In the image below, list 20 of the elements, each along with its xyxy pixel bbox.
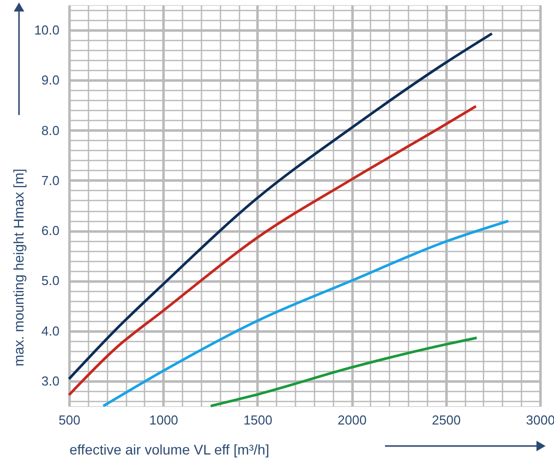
x-tick-label: 1000: [149, 412, 178, 428]
x-tick-label: 3000: [526, 412, 554, 428]
y-tick-label: 4.0: [41, 323, 60, 338]
line-series: [68, 104, 478, 396]
x-tick-label: 1500: [243, 412, 272, 428]
y-tick-label: 10.0: [34, 22, 60, 38]
x-tick-label: 2000: [338, 412, 367, 428]
y-tick-label: 8.0: [41, 122, 60, 138]
y-tick-label: 3.0: [41, 373, 60, 388]
x-tick-label: 500: [58, 412, 80, 428]
x-axis-title: effective air volume VL eff [m³/h]: [70, 442, 270, 458]
y-axis-title: max. mounting height Hmax [m]: [10, 168, 26, 366]
y-tick-label: 5.0: [41, 273, 60, 288]
line-series: [209, 336, 478, 408]
y-tick-label: 6.0: [41, 223, 60, 238]
x-tick-label: 2500: [432, 412, 461, 428]
line-series: [68, 32, 494, 380]
line-series: [102, 220, 510, 408]
y-tick-label: 9.0: [41, 72, 60, 88]
y-tick-label: 7.0: [41, 172, 60, 188]
